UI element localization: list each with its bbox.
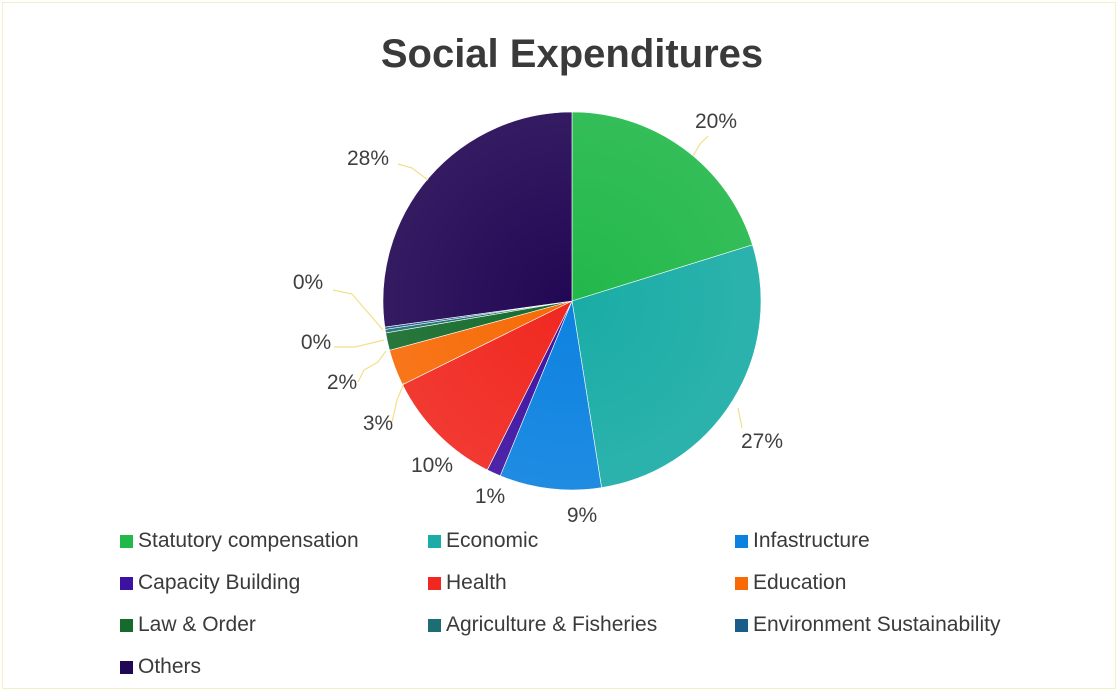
data-label: 28% xyxy=(347,147,389,170)
legend-item: Health xyxy=(428,570,507,596)
legend-item: Environment Sustainability xyxy=(735,612,1000,638)
data-label: 20% xyxy=(695,110,737,133)
legend-swatch xyxy=(735,534,748,548)
legend-label: Capacity Building xyxy=(138,571,301,594)
legend-label: Environment Sustainability xyxy=(753,613,1001,636)
legend-label: Education xyxy=(753,571,847,594)
data-label: 3% xyxy=(363,412,393,435)
data-label: 1% xyxy=(475,485,505,508)
data-label: 27% xyxy=(741,430,783,453)
legend-item: Education xyxy=(735,570,846,596)
data-label: 0% xyxy=(293,271,323,294)
legend-item: Statutory compensation xyxy=(120,528,359,554)
legend-label: Economic xyxy=(446,529,539,552)
legend-swatch xyxy=(735,576,748,590)
legend-swatch xyxy=(120,576,133,590)
data-label: 2% xyxy=(327,371,357,394)
legend-item: Infastructure xyxy=(735,528,870,554)
leader-line xyxy=(692,135,709,157)
leader-line xyxy=(737,407,743,429)
data-label: 0% xyxy=(301,331,331,354)
legend-swatch xyxy=(120,534,133,548)
legend-item: Agriculture & Fisheries xyxy=(428,612,657,638)
legend-label: Statutory compensation xyxy=(138,529,359,552)
leader-line xyxy=(357,350,387,383)
legend-item: Capacity Building xyxy=(120,570,300,596)
legend-label: Law & Order xyxy=(138,613,256,636)
leader-line xyxy=(391,382,405,423)
legend-label: Others xyxy=(138,655,202,678)
legend-label: Health xyxy=(446,571,507,594)
legend-swatch xyxy=(428,534,441,548)
legend-swatch xyxy=(120,618,133,632)
legend-swatch xyxy=(428,576,441,590)
pie-gloss xyxy=(383,112,761,490)
legend-item: Law & Order xyxy=(120,612,256,638)
chart-title: Social Expenditures xyxy=(380,32,764,76)
legend-item: Others xyxy=(120,654,201,680)
leader-line xyxy=(334,339,385,348)
legend-swatch xyxy=(735,618,748,632)
legend-swatch xyxy=(120,660,133,674)
data-label: 10% xyxy=(411,454,453,477)
leader-line xyxy=(397,163,429,181)
leader-line xyxy=(332,289,384,331)
legend-item: Economic xyxy=(428,528,538,554)
data-label: 9% xyxy=(567,504,597,527)
legend-label: Infastructure xyxy=(753,529,870,552)
legend-label: Agriculture & Fisheries xyxy=(446,613,658,636)
legend-swatch xyxy=(428,618,441,632)
